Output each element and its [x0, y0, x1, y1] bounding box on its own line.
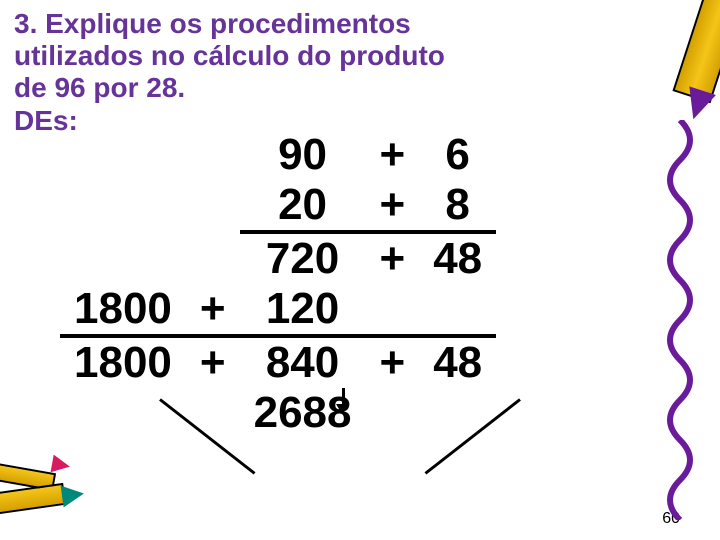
- crayons-icon: [0, 450, 100, 520]
- crayon-body: [0, 483, 66, 515]
- math-work: 90 + 6 20 + 8 720 + 48 1800 + 120 1800 +: [60, 130, 496, 438]
- cell: +: [365, 232, 419, 284]
- question-text: 3. Explique os procedimentos utilizados …: [14, 8, 574, 137]
- cell: [186, 388, 240, 438]
- crayon-icon: [660, 0, 720, 120]
- cell: [60, 180, 186, 232]
- cell: 720: [240, 232, 366, 284]
- cell: +: [365, 336, 419, 388]
- cell: 6: [419, 130, 496, 180]
- math-row-1: 90 + 6: [60, 130, 496, 180]
- cell: +: [186, 284, 240, 336]
- cell: [186, 232, 240, 284]
- cell: 48: [419, 336, 496, 388]
- cell: 1800: [60, 336, 186, 388]
- cell: [186, 130, 240, 180]
- cell: [186, 180, 240, 232]
- cell: [419, 388, 496, 438]
- cell: [60, 232, 186, 284]
- math-row-2: 20 + 8: [60, 180, 496, 232]
- q-line-3: de 96 por 28.: [14, 72, 574, 104]
- crayon-tip: [61, 483, 86, 508]
- arrow-head-center: [336, 404, 348, 414]
- math-table: 90 + 6 20 + 8 720 + 48 1800 + 120 1800 +: [60, 130, 496, 438]
- cell: 90: [240, 130, 366, 180]
- cell: [60, 388, 186, 438]
- squiggle-icon: [660, 120, 700, 520]
- cell: +: [186, 336, 240, 388]
- q-line-2: utilizados no cálculo do produto: [14, 40, 574, 72]
- cell: 8: [419, 180, 496, 232]
- cell: [419, 284, 496, 336]
- math-row-6: 2688: [60, 388, 496, 438]
- cell: [365, 388, 419, 438]
- math-row-5: 1800 + 840 + 48: [60, 336, 496, 388]
- cell: 840: [240, 336, 366, 388]
- cell: +: [365, 180, 419, 232]
- crayon-tip: [51, 455, 72, 476]
- cell: 1800: [60, 284, 186, 336]
- cell: [365, 284, 419, 336]
- cell: [60, 130, 186, 180]
- cell: 20: [240, 180, 366, 232]
- cell: +: [365, 130, 419, 180]
- cell: 120: [240, 284, 366, 336]
- math-row-4: 1800 + 120: [60, 284, 496, 336]
- math-row-3: 720 + 48: [60, 232, 496, 284]
- q-line-1: 3. Explique os procedimentos: [14, 8, 574, 40]
- cell: 48: [419, 232, 496, 284]
